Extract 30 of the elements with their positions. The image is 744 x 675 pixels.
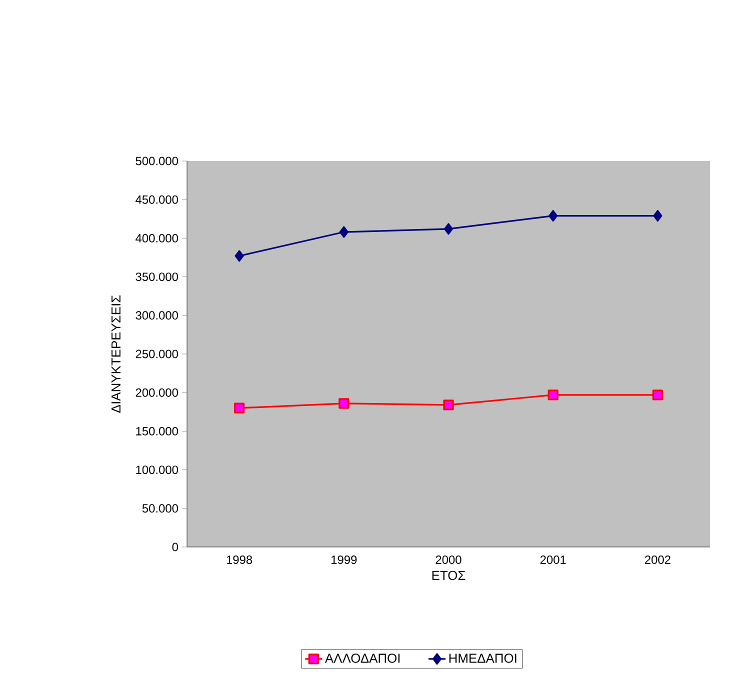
y-tick-label: 200.000 bbox=[136, 388, 178, 397]
x-tick-label: 1998 bbox=[226, 556, 252, 564]
y-tick-label: 300.000 bbox=[136, 311, 178, 320]
y-tick-label: 450.000 bbox=[136, 195, 178, 204]
point bbox=[234, 402, 245, 414]
x-tick-label: 2002 bbox=[645, 556, 670, 564]
point bbox=[652, 390, 664, 400]
point bbox=[444, 223, 454, 235]
y-tick-label: 500.000 bbox=[136, 156, 178, 166]
y-tick-label: 150.000 bbox=[136, 426, 178, 436]
point bbox=[338, 398, 350, 409]
y-tick-label: 400.000 bbox=[136, 234, 178, 242]
x-tick-label: 2001 bbox=[540, 556, 566, 564]
legend-label: ΗΜΕΔΑΠΟΙ bbox=[449, 654, 516, 663]
y-tick-label: 100.000 bbox=[136, 466, 178, 474]
x-tick-label: 2000 bbox=[436, 556, 462, 564]
y-tick-label: 250.000 bbox=[136, 350, 178, 358]
y-tick-label: 0 bbox=[172, 542, 178, 552]
point bbox=[653, 210, 662, 222]
point bbox=[234, 250, 244, 262]
x-tick-label: 1999 bbox=[332, 556, 357, 564]
y-tick-label: 50.000 bbox=[142, 504, 178, 513]
legend-label: ΑΛΛΟΔΑΠΟΙ bbox=[324, 654, 400, 663]
y-tick-label: 350.000 bbox=[136, 272, 178, 282]
point bbox=[339, 226, 348, 238]
point bbox=[548, 210, 558, 222]
x-axis-title: ΕΤΟΣ bbox=[432, 570, 466, 580]
point bbox=[443, 400, 454, 410]
y-axis-title: ΔΙΑΝΥΚΤΕΡΕΥΣΕΙΣ bbox=[112, 295, 120, 413]
point bbox=[548, 390, 558, 400]
